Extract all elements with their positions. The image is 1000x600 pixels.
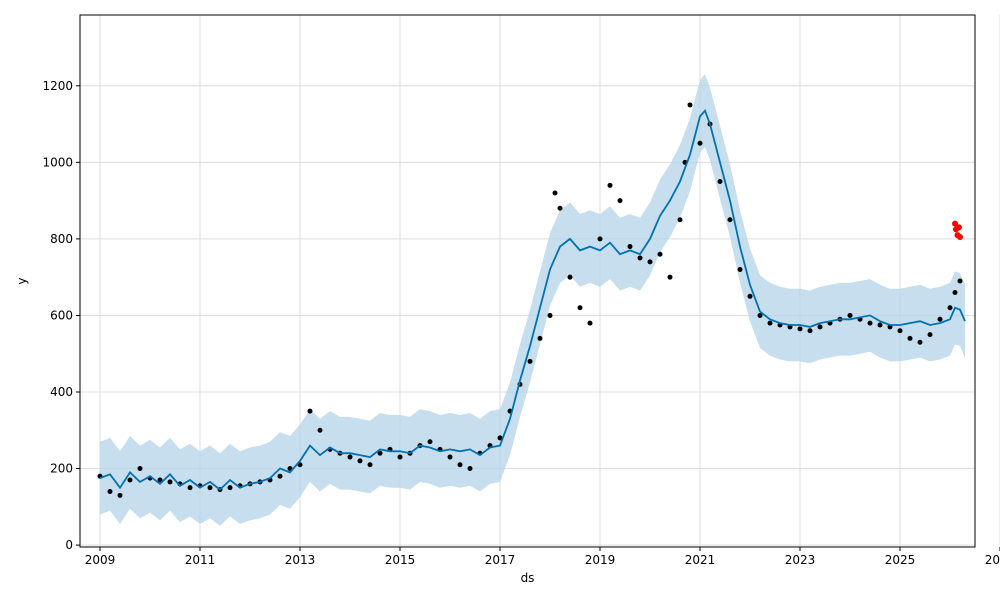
observed-point [647,259,653,265]
observed-point [677,217,683,223]
observed-point [897,328,903,334]
x-tick-label: 2013 [285,553,316,567]
observed-point [767,320,773,326]
observed-point [367,462,373,468]
observed-point [547,312,553,318]
observed-point [687,102,693,108]
observed-point [917,339,923,345]
observed-point [187,485,193,491]
observed-point [727,217,733,223]
y-tick-label: 1000 [42,155,73,169]
observed-point [927,332,933,338]
recent-actual-point [956,224,962,231]
observed-point [137,466,143,472]
observed-point [207,485,213,491]
uncertainty-band-layer [100,74,965,526]
observed-point [737,267,743,273]
observed-point [577,305,583,311]
observed-point [567,274,573,280]
observed-point [447,454,453,460]
x-tick-label: 2015 [385,553,416,567]
observed-point [947,305,953,311]
recent-actual-layer [952,220,963,240]
x-tick-label: 2021 [685,553,716,567]
observed-point [597,236,603,242]
y-tick-label: 600 [50,308,73,322]
observed-point [317,427,323,433]
forecast-line [99,108,966,491]
observed-point [607,182,613,188]
observed-point [847,312,853,318]
y-tick-label: 800 [50,232,73,246]
observed-point [797,326,803,332]
observed-point [117,492,123,498]
observed-point [587,320,593,326]
observed-point [227,485,233,491]
plot-frame [79,14,976,548]
observed-point [277,473,283,479]
observed-point [817,324,823,330]
observed-point [427,439,433,445]
observed-point [757,312,763,318]
uncertainty-band [100,74,965,526]
x-tick-label: 2027 [985,553,1000,567]
y-axis-label: y [15,277,29,284]
observed-point [667,274,673,280]
observed-points-layer [97,102,963,498]
forecast-line-layer [99,108,966,491]
observed-point [867,320,873,326]
observed-point [347,454,353,460]
observed-point [467,466,473,472]
observed-point [107,489,113,495]
y-tick-label: 1200 [42,79,73,93]
observed-point [557,205,563,211]
observed-point [937,316,943,322]
observed-point [627,244,633,250]
observed-point [877,322,883,328]
y-tick-label: 200 [50,462,73,476]
y-ticks: 0 200 400 600 800 1000 1200 [42,79,80,552]
x-tick-label: 2009 [85,553,116,567]
observed-point [657,251,663,257]
recent-actual-point [957,233,963,240]
observed-point [747,293,753,299]
observed-point [527,358,533,364]
x-ticks: 2009 2011 2013 2015 2017 2019 2021 2023 2025 2027 [85,547,1000,567]
observed-point [397,454,403,460]
x-tick-label: 2023 [785,553,816,567]
x-tick-label: 2017 [485,553,516,567]
y-tick-label: 400 [50,385,73,399]
observed-point [907,335,913,341]
x-axis-label: ds [521,571,535,585]
observed-point [952,289,958,295]
observed-point [617,198,623,204]
observed-point [127,477,133,483]
observed-point [497,435,503,441]
observed-point [357,458,363,464]
observed-point [552,190,558,196]
observed-point [807,328,813,334]
observed-point [377,450,383,456]
observed-point [957,278,963,284]
observed-point [167,479,173,485]
x-tick-label: 2019 [585,553,616,567]
observed-point [697,140,703,146]
x-tick-label: 2025 [885,553,916,567]
observed-point [307,408,313,414]
recent-actual-point [952,220,958,227]
observed-point [537,335,543,341]
observed-point [717,178,723,184]
x-tick-label: 2011 [185,553,216,567]
y-tick-label: 0 [65,538,73,552]
observed-point [457,462,463,468]
observed-point [637,255,643,261]
observed-point [157,477,163,483]
